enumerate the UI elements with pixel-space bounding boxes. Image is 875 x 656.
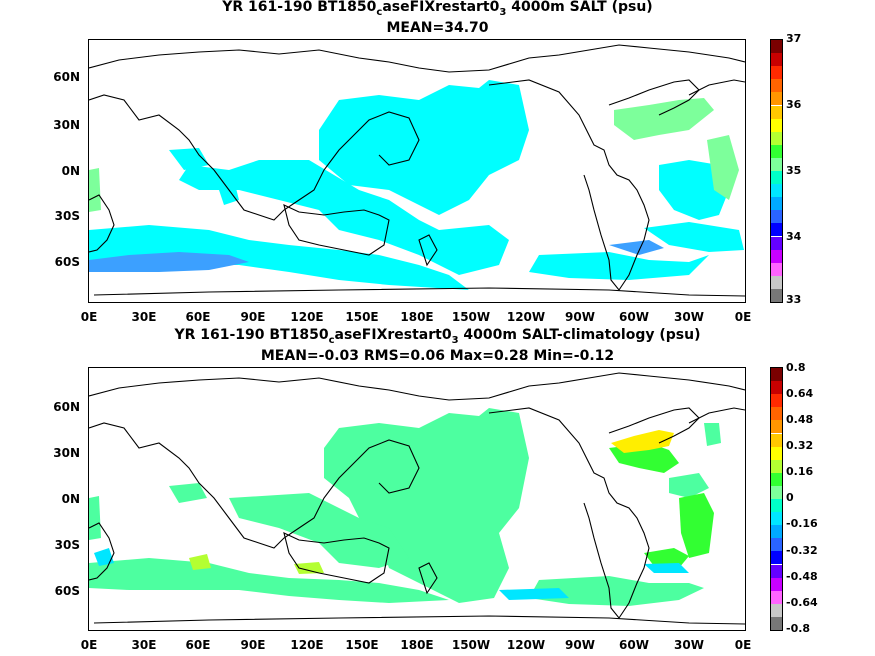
lon-label: 120E xyxy=(290,310,324,324)
lat-label: 60N xyxy=(53,70,80,84)
colorbar-label: -0.8 xyxy=(786,622,811,635)
lon-label: 0E xyxy=(80,638,98,652)
colorbar-label: 36 xyxy=(786,98,802,111)
lat-label: 60S xyxy=(54,255,80,269)
lon-label: 150E xyxy=(345,638,379,652)
lon-label: 60E xyxy=(185,638,211,652)
panel-mean-label: MEAN=34.70 xyxy=(386,20,489,36)
colorbar-label: 0 xyxy=(786,491,794,504)
lon-label: 0E xyxy=(734,310,752,324)
colorbar xyxy=(770,39,783,303)
colorbar-label: 0.32 xyxy=(786,439,814,452)
colorbar-label: -0.48 xyxy=(786,570,818,583)
lon-label: 0E xyxy=(80,310,98,324)
lon-label: 60W xyxy=(619,638,649,652)
colorbar-label: 0.16 xyxy=(786,465,814,478)
colorbar-label: -0.32 xyxy=(786,544,818,557)
lon-label: 30W xyxy=(674,310,704,324)
lon-label: 120W xyxy=(506,310,546,324)
salinity-anomaly-map xyxy=(88,367,746,631)
lon-label: 90E xyxy=(240,638,266,652)
colorbar-label: -0.64 xyxy=(786,596,818,609)
lon-label: 30W xyxy=(674,638,704,652)
lat-label: 60S xyxy=(54,584,80,598)
lat-label: 0N xyxy=(61,492,80,506)
lat-label: 30S xyxy=(54,209,80,223)
lat-label: 30N xyxy=(53,446,80,460)
colorbar-label: -0.16 xyxy=(786,517,818,530)
colorbar-label: 0.8 xyxy=(786,361,806,374)
salinity-field xyxy=(89,44,745,297)
lat-label: 0N xyxy=(61,164,80,178)
colorbar-label: 37 xyxy=(786,32,802,45)
colorbar-label: 0.64 xyxy=(786,387,814,400)
lon-label: 150W xyxy=(451,638,491,652)
lon-label: 30E xyxy=(131,638,157,652)
lon-label: 90E xyxy=(240,310,266,324)
lon-label: 30E xyxy=(131,310,157,324)
lon-label: 150W xyxy=(451,310,491,324)
colorbar-label: 33 xyxy=(786,293,802,306)
lon-label: 90W xyxy=(565,310,595,324)
lon-label: 150E xyxy=(345,310,379,324)
colorbar-label: 35 xyxy=(786,164,802,177)
lat-label: 60N xyxy=(53,400,80,414)
lat-label: 30N xyxy=(53,118,80,132)
lon-label: 180E xyxy=(400,638,434,652)
lon-label: 180E xyxy=(400,310,434,324)
lon-label: 120W xyxy=(506,638,546,652)
lat-label: 30S xyxy=(54,538,80,552)
colorbar-label: 34 xyxy=(786,230,802,243)
lon-label: 120E xyxy=(290,638,324,652)
lon-label: 90W xyxy=(565,638,595,652)
anomaly-field xyxy=(89,372,745,625)
salinity-map xyxy=(88,39,746,303)
lon-label: 0E xyxy=(734,638,752,652)
lon-label: 60E xyxy=(185,310,211,324)
colorbar xyxy=(770,367,783,631)
panel-title-line1: YR 161-190 BT1850caseFIXrestart03 4000m … xyxy=(222,0,653,18)
colorbar-label: 0.48 xyxy=(786,413,814,426)
panel-stats-label: MEAN=-0.03 RMS=0.06 Max=0.28 Min=-0.12 xyxy=(260,348,615,364)
lon-label: 60W xyxy=(619,310,649,324)
panel-title-line1: YR 161-190 BT1850caseFIXrestart03 4000m … xyxy=(174,327,701,346)
